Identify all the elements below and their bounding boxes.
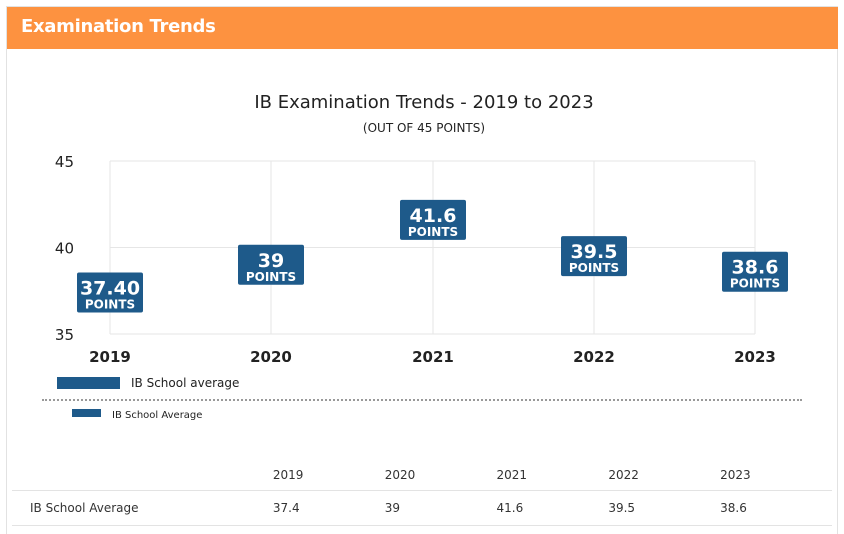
panel-title: Examination Trends [21,16,216,37]
x-tick-label: 2022 [573,348,615,366]
chart-subtitle: (OUT OF 45 POINTS) [363,121,485,135]
y-tick-label: 45 [55,153,74,171]
data-label-value: 39 [258,250,284,272]
table-cell: 37.4 [272,490,385,526]
data-label-box [722,251,788,292]
table-header-cell [12,460,273,491]
chart-title: IB Examination Trends - 2019 to 2023 [254,92,593,113]
section-divider [42,399,802,401]
data-label-value: 41.6 [410,205,457,227]
data-label-unit: POINTS [246,270,296,284]
x-tick-label: 2023 [734,348,776,366]
data-label-unit: POINTS [85,297,135,311]
data-label-unit: POINTS [569,261,619,275]
x-tick-label: 2020 [250,348,292,366]
table-row: IB School Average 37.4 39 41.6 39.5 38.6 [12,490,832,526]
secondary-legend: IB School Average [72,409,202,421]
table-header-cell: 2022 [608,460,721,491]
data-label-value: 38.6 [732,257,779,279]
data-label-box [77,272,143,313]
y-axis: 35 40 45 [55,153,74,344]
table-cell: 38.6 [720,490,832,526]
x-axis: 2019 2020 2021 2022 2023 [89,348,776,366]
legend2-label: IB School Average [112,410,202,421]
data-label-box [561,236,627,277]
table-cell: 41.6 [496,490,609,526]
y-tick-label: 35 [55,326,74,344]
table-header-cell: 2021 [496,460,609,491]
x-tick-label: 2019 [89,348,131,366]
row-label: IB School Average [12,490,273,526]
data-label-box [238,244,304,285]
data-label-unit: POINTS [408,225,458,239]
table-header-cell: 2020 [384,460,497,491]
chart-grid [109,160,756,335]
table-cell: 39 [384,490,497,526]
exam-trends-card: Examination Trends [6,6,838,534]
x-tick-label: 2021 [412,348,454,366]
panel-header: Examination Trends [7,7,838,49]
table-header-cell: 2023 [720,460,832,491]
table-cell: 39.5 [608,490,721,526]
legend-swatch [57,377,120,389]
data-label-unit: POINTS [730,277,780,291]
table-header-cell: 2019 [272,460,385,491]
table-header-row: 2019 2020 2021 2022 2023 [12,460,832,491]
data-label-value: 39.5 [571,241,618,263]
legend2-swatch [72,409,101,417]
legend-label: IB School average [131,376,239,390]
y-tick-label: 40 [55,240,74,258]
exam-trends-chart: IB Examination Trends - 2019 to 2023 (OU… [55,92,788,421]
chart-legend[interactable]: IB School average [57,376,239,390]
data-label-box [400,199,466,240]
data-label-value: 37.40 [80,277,140,299]
data-table: 2019 2020 2021 2022 2023 IB School Avera… [12,460,832,526]
